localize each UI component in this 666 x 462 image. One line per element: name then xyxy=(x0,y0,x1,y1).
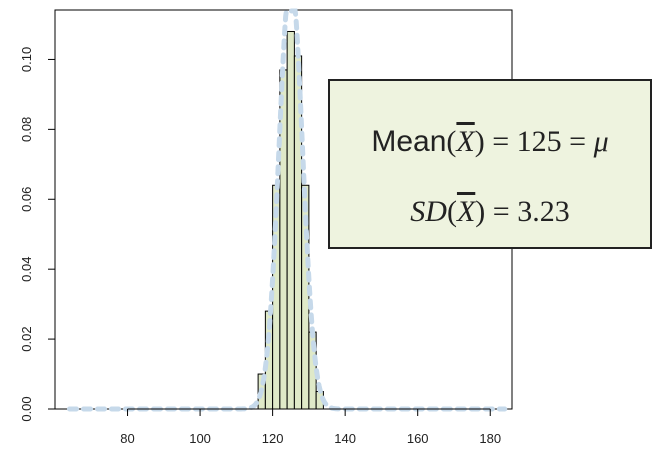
mean-value-text: = 125 = xyxy=(492,125,587,158)
x-bar-symbol: X xyxy=(456,125,475,158)
sd-formula: SD(X) = 3.23 xyxy=(410,195,570,228)
statistics-annotation-box: Mean(X) = 125 = μ SD(X) = 3.23 xyxy=(328,79,652,249)
y-tick-label: 0.06 xyxy=(19,187,34,212)
sd-function-label: SD xyxy=(410,195,447,228)
histogram-bar xyxy=(286,30,295,410)
x-bar-symbol: X xyxy=(456,195,476,228)
y-tick-label: 0.02 xyxy=(19,326,34,351)
mean-formula: Mean(X) = 125 = μ xyxy=(371,125,609,158)
x-tick-label: 160 xyxy=(407,431,429,446)
y-axis: 0.00 0.02 0.04 0.06 0.08 0.10 xyxy=(19,47,56,422)
mu-symbol: μ xyxy=(593,125,609,158)
sd-value-text: = 3.23 xyxy=(492,195,570,228)
histogram-bar xyxy=(279,69,288,410)
x-tick-label: 120 xyxy=(262,431,284,446)
mean-function-label: Mean xyxy=(371,125,447,158)
x-tick-label: 140 xyxy=(334,431,356,446)
x-tick-label: 80 xyxy=(120,431,134,446)
y-tick-label: 0.10 xyxy=(19,47,34,72)
x-tick-label: 100 xyxy=(189,431,211,446)
y-tick-label: 0.00 xyxy=(19,396,34,421)
y-tick-label: 0.04 xyxy=(19,257,34,282)
y-tick-label: 0.08 xyxy=(19,117,34,142)
x-tick-label: 180 xyxy=(479,431,501,446)
x-axis: 80 100 120 140 160 180 xyxy=(120,408,501,446)
